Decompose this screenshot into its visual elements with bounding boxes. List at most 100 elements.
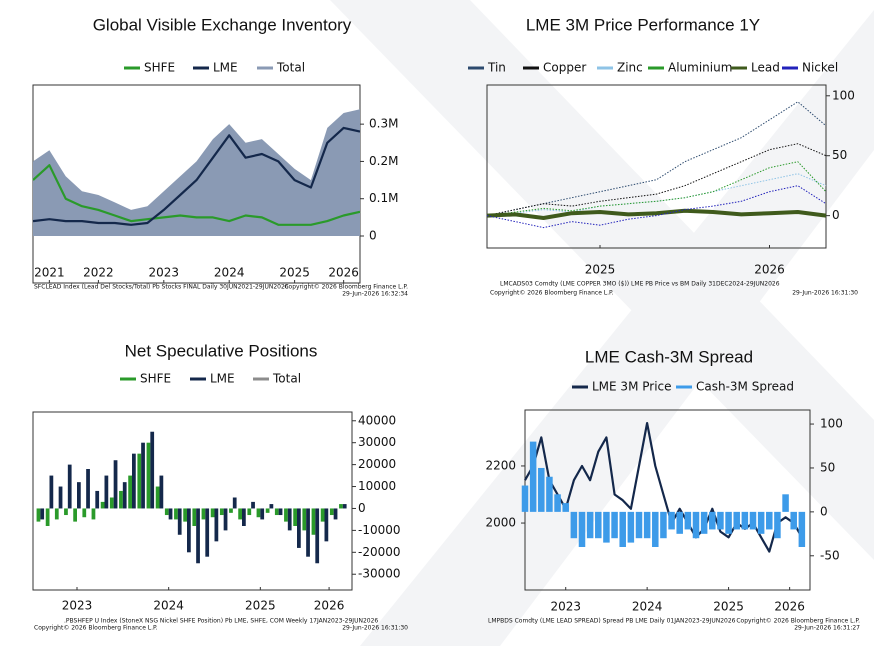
bar xyxy=(45,508,50,526)
bar xyxy=(64,508,68,516)
x-tick-label: 2023 xyxy=(149,266,180,280)
legend-label: Total xyxy=(272,372,301,386)
bar xyxy=(652,511,659,547)
bar xyxy=(119,490,123,509)
x-tick-label: 2024 xyxy=(214,266,245,280)
bar xyxy=(196,508,200,564)
bar xyxy=(251,501,255,509)
bar xyxy=(700,511,708,534)
bar xyxy=(141,442,145,509)
x-tick-label: 2025 xyxy=(713,600,744,614)
bar xyxy=(122,482,127,509)
bar xyxy=(546,476,553,512)
footer-note: SFCLEAD Index (Lead Del Stocks/Total) Pb… xyxy=(34,284,289,291)
footer-note: Copyright© 2026 Bloomberg Finance L.P. xyxy=(490,290,614,297)
bar xyxy=(49,475,54,509)
bar xyxy=(58,486,63,509)
bar xyxy=(643,511,651,539)
bar xyxy=(774,511,781,539)
bar xyxy=(297,508,301,548)
bar xyxy=(232,497,237,509)
bar xyxy=(177,508,182,535)
footer-note: 29-Jun-2026 16:31:27 xyxy=(794,625,860,632)
bar xyxy=(150,431,155,509)
legend-label: Cash-3M Spread xyxy=(696,380,794,394)
y-tick-label: 0.1M xyxy=(369,191,398,205)
bar xyxy=(790,511,797,530)
bar xyxy=(40,508,45,520)
bar xyxy=(95,490,100,509)
legend-label: LME xyxy=(210,372,235,386)
bar xyxy=(146,442,151,509)
legend-label: Copper xyxy=(543,61,586,75)
bar xyxy=(77,482,81,509)
y-tick-label: 30000 xyxy=(358,435,396,449)
legend-label: LME 3M Price xyxy=(592,380,672,394)
chart-title: Global Visible Exchange Inventory xyxy=(93,15,352,34)
bar xyxy=(311,508,316,535)
y2-tick-label: 0 xyxy=(820,504,828,518)
bar xyxy=(100,501,105,509)
chart-panel: Net Speculative Positions SHFE LME Total -30… xyxy=(32,341,408,632)
chart-title: Net Speculative Positions xyxy=(125,341,318,360)
bar xyxy=(733,511,740,530)
bar xyxy=(521,485,529,512)
legend-label: LME xyxy=(213,61,238,75)
footer-note: LMCADS03 Comdty (LME COPPER 3MO ($)) LME… xyxy=(500,281,780,288)
bar xyxy=(205,508,210,557)
line xyxy=(486,173,827,217)
bar xyxy=(668,511,675,530)
bar xyxy=(782,494,789,512)
x-tick-label: 2026 xyxy=(754,263,785,277)
x-tick-label: 2025 xyxy=(585,263,616,277)
bar xyxy=(603,511,610,543)
y2-tick-label: -50 xyxy=(820,548,840,562)
bar xyxy=(741,511,749,530)
bar xyxy=(54,508,59,520)
bar xyxy=(660,511,667,539)
bar xyxy=(274,508,279,516)
line xyxy=(32,126,361,226)
bar xyxy=(339,504,343,509)
y-tick-label: 0.2M xyxy=(369,154,398,168)
x-tick-label: 2023 xyxy=(62,599,93,613)
bar xyxy=(229,508,233,513)
bar xyxy=(164,508,169,516)
bar xyxy=(137,453,142,509)
x-tick-label: 2026 xyxy=(774,600,805,614)
legend-label: Total xyxy=(276,61,305,75)
bar xyxy=(109,497,114,509)
bar xyxy=(554,494,561,512)
x-tick-label: 2023 xyxy=(550,600,581,614)
y-tick-label: 0 xyxy=(369,229,377,243)
bar xyxy=(82,508,87,518)
bar xyxy=(104,475,109,509)
bar xyxy=(284,508,288,522)
bar xyxy=(67,464,72,509)
footer-note: 29-Jun-2026 16:32:34 xyxy=(342,291,408,298)
line xyxy=(32,164,361,226)
bar xyxy=(302,508,307,531)
bar xyxy=(329,508,334,516)
footer-note: .PBSHFEP U Index (StoneX NSG Nickel SHFE… xyxy=(64,618,378,625)
line xyxy=(486,161,827,217)
bar xyxy=(578,511,586,547)
bar xyxy=(749,511,757,530)
y-tick-label: 40000 xyxy=(358,413,396,427)
y-tick-label: -20000 xyxy=(358,545,401,559)
bar xyxy=(757,511,765,534)
legend-label: SHFE xyxy=(144,61,175,75)
bar xyxy=(256,508,261,518)
bar xyxy=(238,508,242,520)
bar xyxy=(132,453,136,509)
x-tick-label: 2021 xyxy=(34,266,65,280)
bar xyxy=(562,503,569,512)
y-tick-label: 0 xyxy=(832,208,840,222)
area xyxy=(33,109,360,236)
legend-label: Lead xyxy=(751,61,780,75)
footer-note: 29-Jun-2026 16:31:30 xyxy=(792,290,858,297)
footer-note: Copyright© 2026 Bloomberg Finance L.P. xyxy=(736,618,860,625)
bar xyxy=(717,511,724,530)
x-tick-label: 2026 xyxy=(328,266,359,280)
bar xyxy=(570,511,578,539)
